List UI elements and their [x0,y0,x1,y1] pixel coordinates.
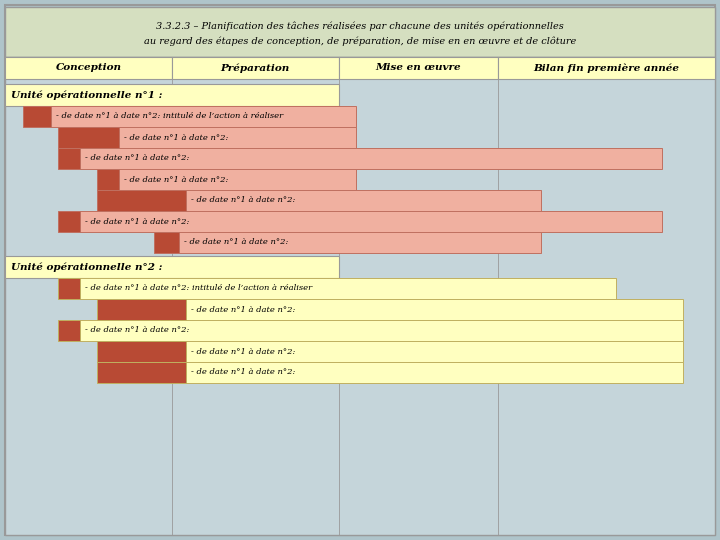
Text: Unité opérationnelle n°2 :: Unité opérationnelle n°2 : [11,262,163,272]
Text: - de date n°1 à date n°2:: - de date n°1 à date n°2: [191,197,295,205]
Bar [186,299,683,320]
Bar [97,190,186,211]
Text: Bilan fin première année: Bilan fin première année [534,63,680,73]
Bar [172,57,338,79]
Bar [186,362,683,383]
Text: 3.3.2.3 – Planification des tâches réalisées par chacune des unités opérationnel: 3.3.2.3 – Planification des tâches réali… [156,21,564,31]
Bar [58,127,119,148]
Bar [79,211,662,232]
Text: - de date n°1 à date n°2:: - de date n°1 à date n°2: [191,306,295,314]
Text: Préparation: Préparation [220,63,290,73]
Bar [5,256,338,278]
Text: Mise en œuvre: Mise en œuvre [376,64,462,72]
Bar [79,278,616,299]
Bar [58,148,79,169]
Bar [119,127,356,148]
Text: - de date n°1 à date n°2: intitulé de l’action à réaliser: - de date n°1 à date n°2: intitulé de l’… [56,112,283,120]
Bar [58,278,79,299]
Text: au regard des étapes de conception, de préparation, de mise en en œuvre et de cl: au regard des étapes de conception, de p… [144,36,576,46]
Text: - de date n°1 à date n°2:: - de date n°1 à date n°2: [191,348,295,355]
Bar [179,232,541,253]
Bar [97,341,186,362]
Bar [97,299,186,320]
Bar [23,106,51,127]
Bar [58,211,79,232]
Bar [79,148,662,169]
Bar [498,57,715,79]
Text: Unité opérationnelle n°1 :: Unité opérationnelle n°1 : [11,90,163,100]
Bar [186,190,541,211]
Bar [154,232,179,253]
Bar [338,57,498,79]
Bar [51,106,356,127]
Bar [5,57,715,535]
Text: - de date n°1 à date n°2:: - de date n°1 à date n°2: [124,176,228,184]
Text: - de date n°1 à date n°2:: - de date n°1 à date n°2: [124,133,228,141]
Text: - de date n°1 à date n°2:: - de date n°1 à date n°2: [184,239,288,246]
Text: - de date n°1 à date n°2:: - de date n°1 à date n°2: [84,218,189,226]
Bar [5,7,715,57]
Text: Conception: Conception [55,64,122,72]
Bar [186,341,683,362]
Bar [58,320,79,341]
Bar [97,169,119,190]
Bar [79,320,683,341]
Bar [5,57,172,79]
Text: - de date n°1 à date n°2:: - de date n°1 à date n°2: [84,327,189,334]
Text: - de date n°1 à date n°2:: - de date n°1 à date n°2: [191,368,295,376]
Text: - de date n°1 à date n°2: intitulé de l’action à réaliser: - de date n°1 à date n°2: intitulé de l’… [84,285,312,293]
Text: - de date n°1 à date n°2:: - de date n°1 à date n°2: [84,154,189,163]
Bar [5,84,338,106]
Bar [97,362,186,383]
Bar [119,169,356,190]
